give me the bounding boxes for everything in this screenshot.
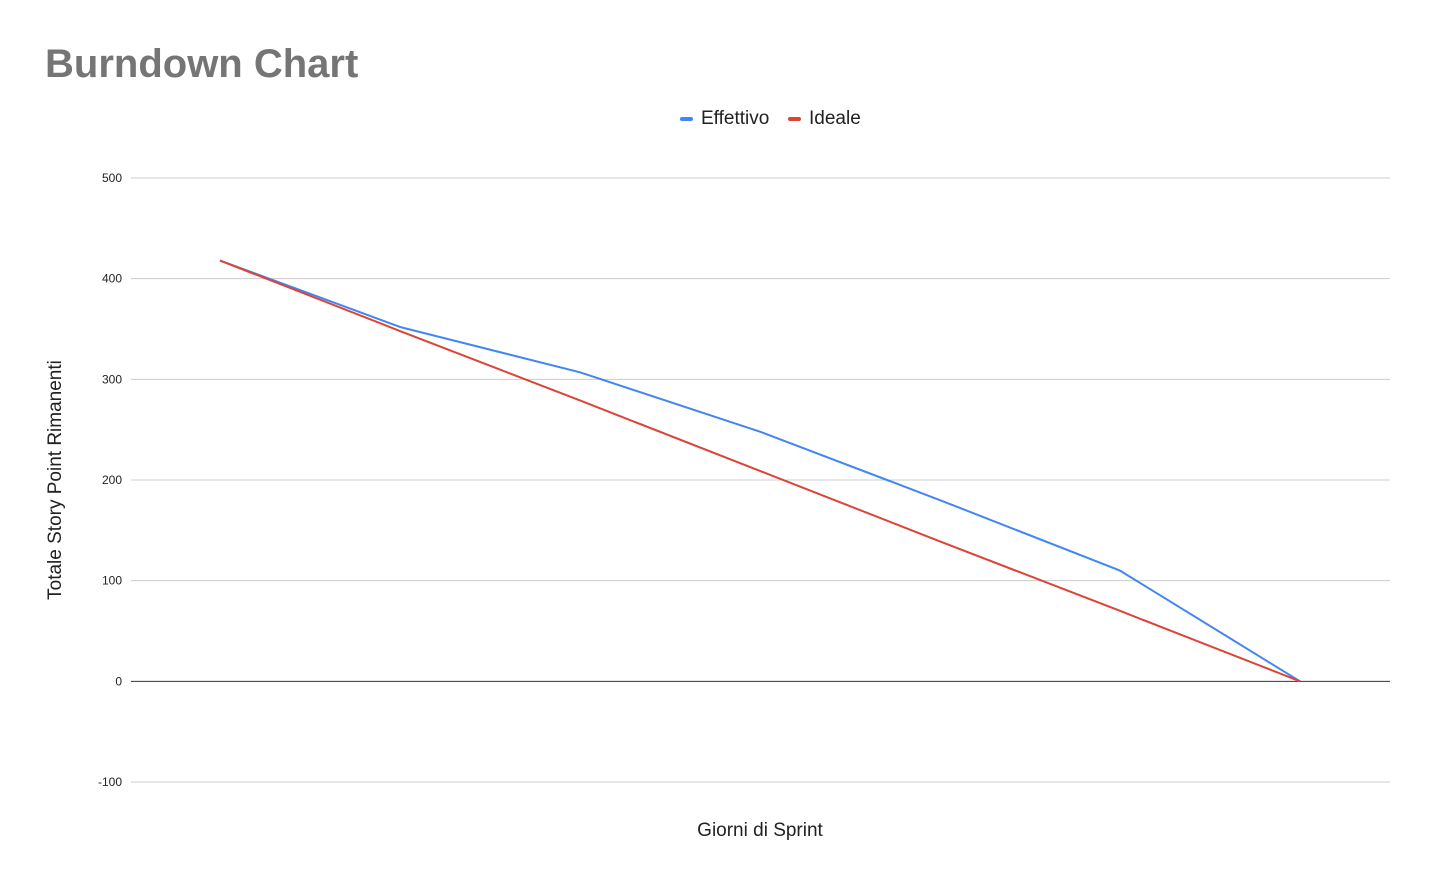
- legend-label-ideale: Ideale: [809, 108, 861, 129]
- x-axis-title: Giorni di Sprint: [697, 820, 823, 841]
- y-tick-label: 200: [102, 473, 122, 487]
- y-tick-label: 300: [102, 372, 122, 386]
- legend-swatch-ideale: [788, 117, 801, 121]
- y-tick-label: -100: [98, 775, 122, 789]
- series-line-effettivo[interactable]: [219, 259, 1301, 683]
- y-tick-label: 0: [115, 674, 122, 688]
- chart-title: Burndown Chart: [45, 42, 359, 86]
- legend-item-effettivo[interactable]: Effettivo: [680, 106, 769, 132]
- series-line-ideale[interactable]: [219, 259, 1301, 683]
- y-axis-title: Totale Story Point Rimanenti: [45, 360, 66, 600]
- legend-swatch-effettivo: [680, 117, 693, 121]
- y-tick-label: 100: [102, 574, 122, 588]
- legend-item-ideale[interactable]: Ideale: [788, 106, 861, 132]
- legend: Effettivo Ideale: [0, 106, 1435, 132]
- y-tick-label: 400: [102, 272, 122, 286]
- y-tick-label: 500: [102, 171, 122, 185]
- legend-label-effettivo: Effettivo: [701, 108, 770, 129]
